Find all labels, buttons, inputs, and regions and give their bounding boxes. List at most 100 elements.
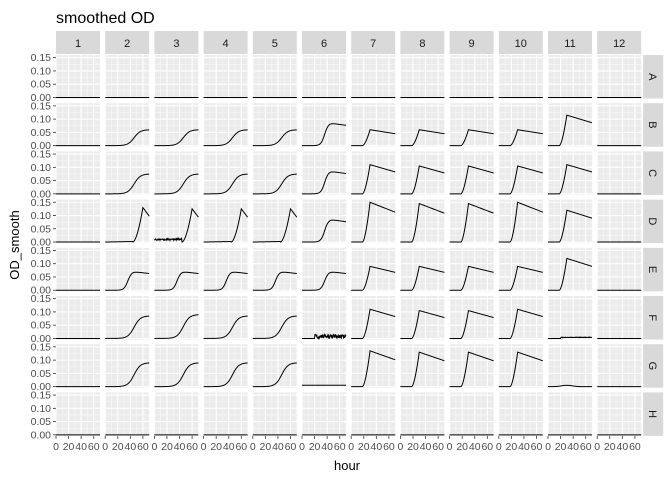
- row-strip: [643, 151, 664, 195]
- facet-panel: [153, 151, 199, 195]
- column-strip: [203, 31, 248, 54]
- y-tick-label: 0.10: [31, 306, 52, 318]
- row-strip: [643, 296, 664, 340]
- facet-panel: [399, 296, 445, 340]
- facet-panel: [153, 296, 199, 340]
- od-curve-G10: [498, 351, 543, 388]
- x-tick-label: 40: [469, 441, 481, 453]
- x-tick-label: 0: [299, 441, 305, 453]
- facet-panel: [55, 392, 101, 436]
- x-tick-label: 60: [88, 441, 100, 453]
- facet-panel: [55, 296, 101, 340]
- od-curve-D3: [154, 207, 199, 243]
- facet-panel: [104, 296, 150, 340]
- x-tick-label: 0: [201, 441, 207, 453]
- facet-panel: [596, 55, 642, 99]
- od-curve-G9: [449, 351, 494, 388]
- x-tick-label: 20: [63, 441, 75, 453]
- facet-panel: [252, 103, 298, 147]
- facet-panel: [399, 392, 445, 436]
- y-tick-label: 0.10: [31, 210, 52, 222]
- facet-panel: [301, 151, 347, 195]
- od-curve-B5: [252, 129, 297, 147]
- facet-panel: [449, 151, 494, 195]
- od-curve-F7: [351, 308, 396, 339]
- x-tick-label: 20: [604, 441, 616, 453]
- x-tick-label: 0: [348, 441, 354, 453]
- x-tick-label: 60: [383, 441, 395, 453]
- facet-panel: [104, 103, 150, 147]
- od-curve-E10: [498, 265, 543, 291]
- facet-panel: [399, 344, 445, 388]
- od-curve-F3: [154, 314, 199, 339]
- facet-panel: [252, 392, 298, 436]
- facet-panel: [498, 247, 544, 292]
- od-curve-C6: [302, 171, 347, 195]
- y-tick-label: 0.15: [31, 390, 52, 402]
- facet-panel: [596, 247, 642, 292]
- od-curve-D7: [351, 201, 396, 243]
- facet-panel: [153, 199, 199, 244]
- column-strip: [302, 31, 346, 54]
- facet-panel: [449, 103, 494, 147]
- x-tick-label: 20: [210, 441, 222, 453]
- row-strip: [643, 199, 664, 244]
- facet-panel: [449, 199, 494, 244]
- od-curve-B7: [351, 129, 396, 147]
- facet-panel: [104, 344, 150, 388]
- facet-panel: [596, 392, 642, 436]
- facet-panel: [350, 55, 396, 99]
- row-strip-label: F: [646, 314, 658, 321]
- facet-panel: [301, 344, 347, 388]
- row-strip-label: E: [646, 266, 658, 273]
- od-curve-C2: [105, 173, 150, 195]
- od-curve-D10: [498, 201, 543, 243]
- od-curve-C11: [548, 164, 593, 195]
- od-curve-B2: [105, 129, 150, 147]
- facet-panel: [596, 151, 642, 195]
- facet-panel: [449, 392, 494, 436]
- facet-panel: [203, 55, 248, 99]
- y-tick-label: 0.15: [31, 197, 52, 209]
- od-curve-B10: [498, 129, 543, 147]
- facet-panel: [153, 392, 199, 436]
- facet-panel: [203, 392, 248, 436]
- y-axis-title: OD_smooth: [7, 210, 22, 279]
- x-tick-label: 60: [334, 441, 346, 453]
- y-tick-label: 0.00: [31, 92, 52, 104]
- od-curve-B4: [203, 129, 248, 147]
- row-strip-label: A: [646, 73, 658, 81]
- facet-panel: [252, 55, 298, 99]
- x-tick-label: 40: [616, 441, 628, 453]
- y-tick-label: 0.15: [31, 245, 52, 257]
- facet-panel: [449, 344, 494, 388]
- od-curve-C9: [449, 165, 494, 195]
- y-tick-label: 0.10: [31, 65, 52, 77]
- facet-panel: [350, 151, 396, 195]
- facet-panel: [399, 247, 445, 292]
- y-tick-label: 0.00: [31, 188, 52, 200]
- od-curve-C8: [400, 165, 445, 195]
- facet-panel: [547, 344, 593, 388]
- facet-panel: [55, 151, 101, 195]
- column-strip-label: 4: [223, 38, 229, 50]
- facet-panel: [350, 392, 396, 436]
- facet-panels: 1 2 3 4 5 6 7 8 9 10 11 12ABCDEFGH0.000.050.100.150…: [31, 31, 664, 453]
- x-tick-label: 60: [629, 441, 641, 453]
- y-tick-label: 0.05: [31, 368, 52, 380]
- facet-panel: [498, 151, 544, 195]
- facet-panel: [301, 296, 347, 340]
- facet-panel: [449, 296, 494, 340]
- column-strip: [400, 31, 445, 54]
- row-strip: [643, 392, 664, 436]
- od-curve-E9: [449, 265, 494, 291]
- column-strip-label: 10: [515, 38, 527, 50]
- facet-panel: [350, 344, 396, 388]
- y-tick-label: 0.00: [31, 237, 52, 249]
- y-tick-label: 0.10: [31, 355, 52, 367]
- facet-panel: [350, 199, 396, 244]
- facet-panel: [301, 392, 347, 436]
- od-curve-F8: [400, 309, 445, 339]
- x-tick-label: 20: [260, 441, 272, 453]
